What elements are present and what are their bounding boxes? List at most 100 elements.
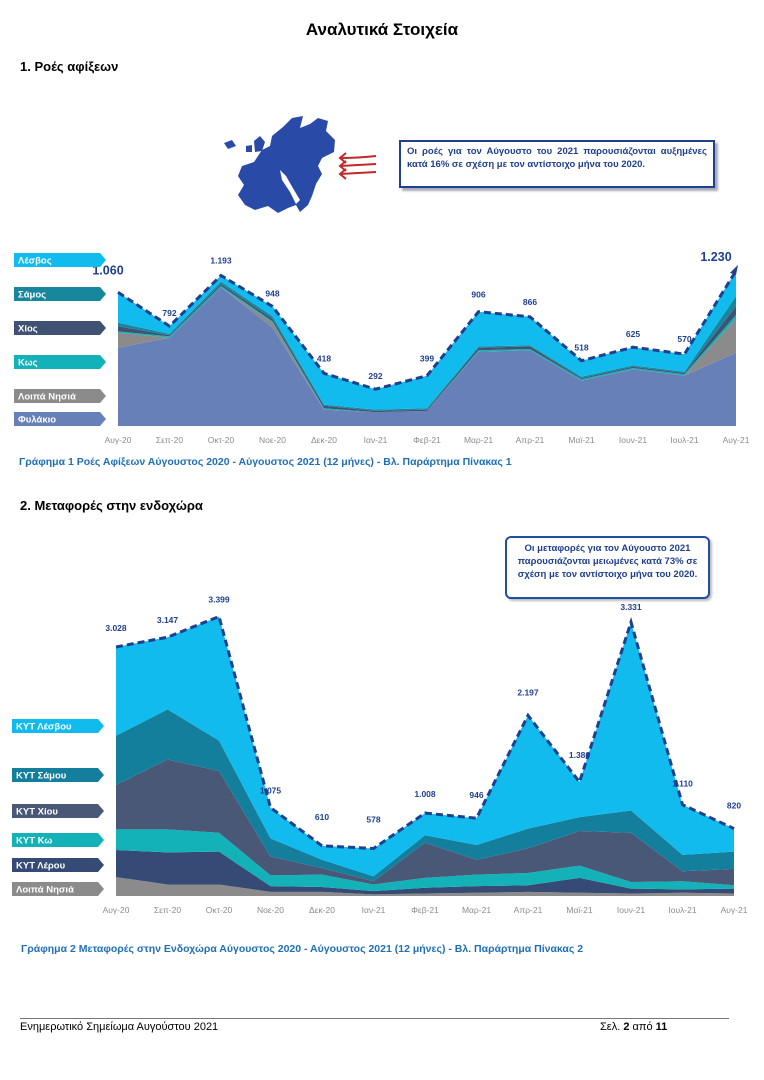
total-data-label: 820 (727, 801, 741, 811)
x-tick-label: Μαϊ-21 (566, 905, 592, 915)
footer-divider (20, 1018, 729, 1019)
total-data-label: 418 (317, 353, 331, 363)
legend-label: Λοιπά Νησιά (16, 885, 74, 896)
chart1-caption: Γράφημα 1 Ροές Αφίξεων Αύγουστος 2020 - … (19, 456, 512, 468)
legend-swatch (14, 253, 106, 267)
section-title-arrivals: 1. Ροές αφίξεων (20, 59, 119, 74)
area-series-2 (116, 829, 734, 892)
legend-label: ΚΥΤ Λέσβου (16, 722, 72, 733)
legend-label: Χίος (18, 324, 38, 335)
total-data-label: 3.028 (105, 623, 127, 633)
total-data-label: 2.197 (517, 687, 539, 697)
legend-swatch (12, 833, 104, 847)
total-data-label: 1.008 (414, 789, 436, 799)
total-data-label: 518 (574, 343, 588, 353)
legend-label: Λοιπά Νησιά (18, 392, 76, 403)
legend-label: Κως (18, 358, 38, 369)
legend-label: ΚΥΤ Χίου (16, 807, 58, 818)
x-tick-label: Ιουλ-21 (668, 905, 697, 915)
x-tick-label: Μαρ-21 (464, 435, 493, 445)
legend-swatch (12, 768, 104, 782)
area-series-0 (116, 877, 734, 896)
total-data-label: 866 (523, 297, 537, 307)
total-dashed-line (115, 614, 735, 851)
legend-swatch (14, 389, 106, 403)
total-data-label: 578 (366, 814, 380, 824)
legend-label: ΚΥΤ Κω (16, 836, 52, 847)
x-tick-label: Φεβ-21 (413, 435, 441, 445)
total-data-label: 1.110 (672, 779, 693, 789)
arrows-icon (338, 152, 377, 180)
legend-swatch (14, 412, 106, 426)
legend-swatch (14, 355, 106, 369)
legend-swatch (12, 719, 104, 733)
x-tick-label: Αυγ-21 (721, 905, 748, 915)
area-series-5 (118, 270, 736, 410)
x-tick-label: Ιαν-21 (362, 905, 386, 915)
legend-swatch (14, 321, 106, 335)
x-tick-label: Μαρ-21 (462, 905, 491, 915)
total-data-label: 3.147 (157, 615, 179, 625)
footer-document-title: Ενημερωτικό Σημείωμα Αυγούστου 2021 (20, 1021, 219, 1033)
x-tick-label: Ιουλ-21 (670, 435, 699, 445)
total-data-label: 948 (265, 288, 279, 298)
area-series-5 (116, 616, 734, 877)
section-title-transfers: 2. Μεταφορές στην ενδοχώρα (20, 498, 203, 513)
europe-map-icon (224, 116, 335, 213)
total-data-label: 625 (626, 329, 640, 339)
x-tick-label: Μαϊ-21 (568, 435, 594, 445)
total-data-label: 3.399 (208, 595, 230, 605)
legend-label: Φυλάκιο (18, 415, 56, 426)
x-tick-label: Νοε-20 (259, 435, 286, 445)
total-dashed-line (117, 270, 738, 391)
total-data-label: 906 (471, 290, 485, 300)
x-tick-label: Σεπ-20 (156, 435, 183, 445)
area-series-1 (116, 850, 734, 895)
arrivals-callout: Οι ροές για τον Αύγουστο του 2021 παρουσ… (399, 140, 715, 188)
legend-label: Σάμος (18, 290, 46, 301)
total-data-label: 792 (162, 308, 176, 318)
x-tick-label: Νοε-20 (257, 905, 284, 915)
total-data-label: 3.331 (620, 602, 642, 612)
total-data-label: 1.060 (92, 263, 123, 277)
area-series-0 (118, 287, 736, 426)
x-tick-label: Οκτ-20 (208, 435, 235, 445)
legend-swatch (12, 882, 104, 896)
total-end-arrow-icon (730, 264, 738, 275)
x-tick-label: Αυγ-20 (103, 905, 130, 915)
area-series-3 (116, 759, 734, 886)
total-data-label: 399 (420, 354, 434, 364)
legend-swatch (12, 858, 104, 872)
page-title: Αναλυτικά Στοιχεία (305, 20, 459, 39)
footer-page-number: Σελ. 2 από 11 (600, 1021, 668, 1033)
transfers-callout: Οι μεταφορές για τον Αύγουστο 2021 παρου… (505, 536, 710, 599)
x-tick-label: Αυγ-21 (723, 435, 750, 445)
x-tick-label: Αυγ-20 (105, 435, 132, 445)
x-tick-label: Ιουν-21 (619, 435, 648, 445)
total-data-label: 292 (368, 371, 382, 381)
chart2-caption: Γράφημα 2 Μεταφορές στην Ενδοχώρα Αύγουσ… (21, 943, 584, 955)
legend-label: ΚΥΤ Σάμου (16, 771, 67, 782)
x-tick-label: Απρ-21 (516, 435, 545, 445)
legend-swatch (14, 287, 106, 301)
x-tick-label: Φεβ-21 (411, 905, 439, 915)
legend-swatch (12, 804, 104, 818)
x-tick-label: Απρ-21 (514, 905, 543, 915)
legend-label: Λέσβος (18, 256, 52, 267)
total-data-label: 946 (469, 790, 483, 800)
x-tick-label: Οκτ-20 (206, 905, 233, 915)
total-data-label: 1.075 (260, 786, 282, 796)
total-data-label: 1.230 (700, 250, 731, 264)
legend-label: ΚΥΤ Λέρου (16, 861, 66, 872)
x-tick-label: Ιουν-21 (617, 905, 646, 915)
x-tick-label: Ιαν-21 (364, 435, 388, 445)
total-data-label: 1.193 (210, 255, 232, 265)
x-tick-label: Δεκ-20 (309, 905, 335, 915)
area-series-4 (116, 709, 734, 882)
area-series-2 (118, 286, 736, 413)
x-tick-label: Δεκ-20 (311, 435, 337, 445)
total-data-label: 570 (677, 334, 691, 344)
